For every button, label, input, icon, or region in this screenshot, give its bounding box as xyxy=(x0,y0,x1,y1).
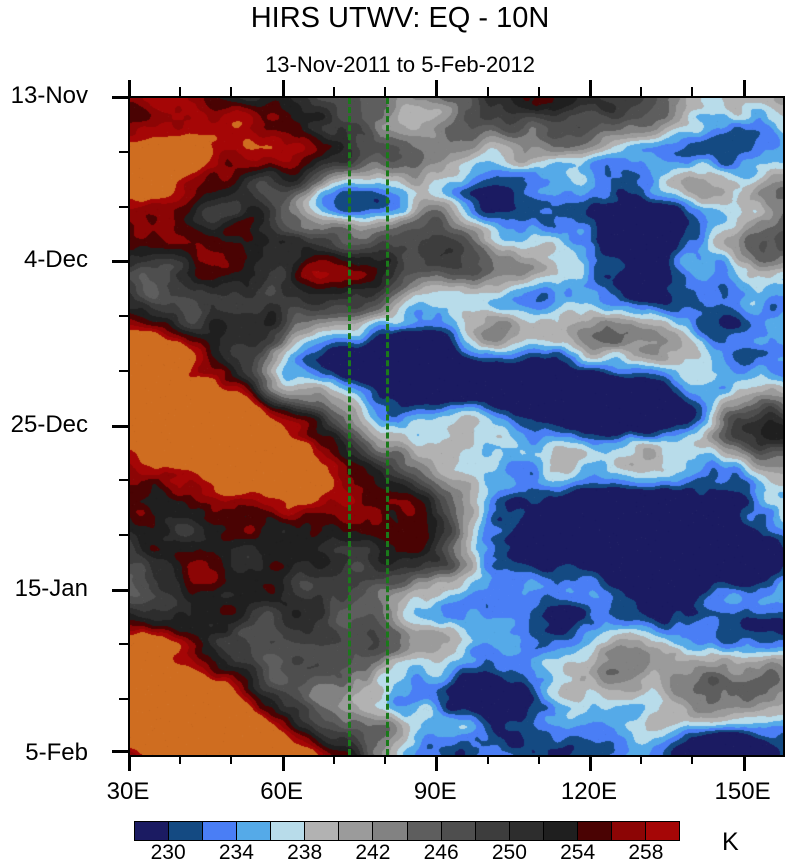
y-tick-major xyxy=(112,260,128,264)
x-tick-major-top xyxy=(742,80,746,96)
x-tick-major-top xyxy=(128,80,131,96)
x-tick-major-top xyxy=(588,80,592,96)
x-tick-minor xyxy=(384,755,387,764)
reference-dashed-line xyxy=(386,98,390,755)
colorbar-segment xyxy=(203,822,238,840)
colorbar-segment xyxy=(475,822,510,840)
y-axis-tick-label: 4-Dec xyxy=(23,246,88,274)
colorbar-segment xyxy=(271,822,306,840)
y-tick-major xyxy=(112,588,128,592)
x-tick-minor xyxy=(179,755,182,764)
x-tick-minor-top xyxy=(486,87,489,96)
x-tick-major xyxy=(128,755,131,771)
x-tick-minor-top xyxy=(537,87,540,96)
y-tick-minor xyxy=(119,479,128,482)
colorbar-segment xyxy=(509,822,544,840)
colorbar-tick-label: 234 xyxy=(218,841,254,864)
x-tick-major-top xyxy=(281,80,285,96)
x-tick-major xyxy=(281,755,285,771)
colorbar-tick-label: 250 xyxy=(491,841,527,864)
colorbar-segment xyxy=(543,822,578,840)
x-axis-tick-label: 150E xyxy=(714,778,771,805)
colorbar-segment xyxy=(237,822,272,840)
heatmap-canvas xyxy=(130,98,783,755)
y-tick-minor xyxy=(119,698,128,701)
y-tick-minor xyxy=(119,534,128,537)
y-axis-tick-label: 15-Jan xyxy=(14,574,88,602)
colorbar-segment xyxy=(645,822,679,840)
x-tick-minor xyxy=(486,755,489,764)
x-tick-minor xyxy=(332,755,335,764)
x-axis-tick-label: 60E xyxy=(260,778,303,805)
x-axis-bottom-ticks xyxy=(128,755,785,773)
y-tick-major xyxy=(112,750,128,753)
x-tick-major xyxy=(742,755,746,771)
x-tick-minor-top xyxy=(179,87,182,96)
x-tick-minor xyxy=(691,755,694,764)
x-tick-minor-top xyxy=(691,87,694,96)
y-tick-minor xyxy=(119,314,128,317)
colorbar-segment xyxy=(169,822,204,840)
x-tick-minor-top xyxy=(640,87,643,96)
colorbar xyxy=(134,821,680,841)
y-axis-tick-label: 25-Dec xyxy=(10,410,88,438)
x-tick-minor-top xyxy=(230,87,233,96)
y-tick-minor xyxy=(119,643,128,646)
y-tick-minor xyxy=(119,150,128,153)
y-tick-minor xyxy=(119,205,128,208)
y-axis-ticks xyxy=(112,96,129,753)
y-tick-major xyxy=(112,96,128,99)
colorbar-tick-label: 242 xyxy=(355,841,391,864)
colorbar-tick-label: 230 xyxy=(150,841,186,864)
x-axis-labels: 30E 60E 90E 120E 150E xyxy=(107,778,785,808)
colorbar-segment xyxy=(339,822,374,840)
colorbar-segment xyxy=(305,822,340,840)
x-tick-major xyxy=(435,755,439,771)
reference-dashed-line xyxy=(347,98,351,755)
x-axis-top-ticks xyxy=(128,78,785,96)
colorbar-segment xyxy=(373,822,408,840)
x-tick-minor xyxy=(537,755,540,764)
y-axis-labels: 13-Nov 4-Dec 25-Dec 15-Jan 5-Feb xyxy=(0,82,110,766)
colorbar-tick-label: 246 xyxy=(423,841,459,864)
colorbar-segment xyxy=(441,822,476,840)
x-tick-minor-top xyxy=(332,87,335,96)
colorbar-segment xyxy=(407,822,442,840)
x-tick-minor xyxy=(230,755,233,764)
colorbar-tick-label: 238 xyxy=(287,841,323,864)
x-tick-major xyxy=(588,755,592,771)
colorbar-tick-label: 254 xyxy=(560,841,596,864)
x-axis-tick-label: 90E xyxy=(413,778,457,805)
page-title: HIRS UTWV: EQ - 10N xyxy=(250,2,550,34)
y-tick-minor xyxy=(119,369,128,372)
colorbar-segment xyxy=(611,822,646,840)
plot-area[interactable] xyxy=(128,96,785,757)
x-tick-minor xyxy=(640,755,643,764)
y-tick-major xyxy=(112,424,128,428)
colorbar-labels: 230 234 238 242 246 250 254 258 xyxy=(134,841,680,865)
colorbar-segment xyxy=(135,822,170,840)
x-axis-tick-label: 30E xyxy=(106,778,150,805)
colorbar-unit-label: K xyxy=(722,828,739,856)
colorbar-tick-label: 258 xyxy=(628,841,664,864)
colorbar-segment xyxy=(577,822,612,840)
x-tick-major-top xyxy=(435,80,439,96)
y-axis-tick-label: 5-Feb xyxy=(25,739,88,766)
y-axis-tick-label: 13-Nov xyxy=(10,82,88,109)
x-axis-tick-label: 120E xyxy=(560,778,617,805)
x-tick-minor-top xyxy=(384,87,387,96)
page-subtitle: 13-Nov-2011 to 5-Feb-2012 xyxy=(265,52,535,77)
